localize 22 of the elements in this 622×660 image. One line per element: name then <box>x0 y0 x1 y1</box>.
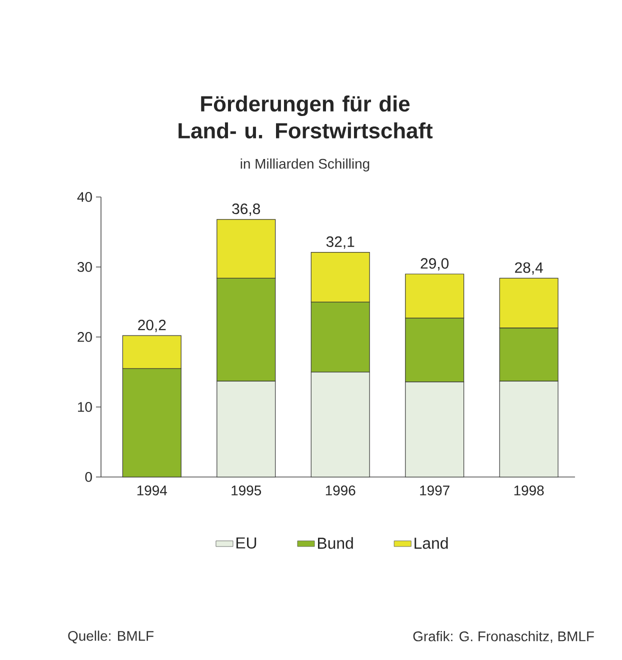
y-tick-label: 10 <box>78 402 92 412</box>
source-note: Quelle: BMLF <box>68 630 154 644</box>
y-tick-label: 30 <box>78 262 92 272</box>
text: Grafik: G. Fronaschitz, BMLF <box>413 631 594 643</box>
x-tick-label: 1998 <box>514 486 544 496</box>
total-label: 29,0 <box>420 258 449 270</box>
legend-label: Land <box>414 537 448 549</box>
x-tick-label: 1994 <box>137 486 167 496</box>
y-tick-label: 0 <box>85 472 92 482</box>
total-label: 20,2 <box>138 320 166 332</box>
total-label: 36,8 <box>232 204 260 216</box>
y-tick-label: 40 <box>77 192 92 202</box>
x-tick-label: 1997 <box>420 486 450 496</box>
legend-label: EU <box>236 537 256 549</box>
total-label: 28,4 <box>515 262 543 275</box>
y-tick-label: 20 <box>78 332 92 342</box>
chart-title: Förderungen für die Land- u. Forstwirtschaft <box>178 95 433 138</box>
total-label: 32,1 <box>326 236 354 249</box>
chart-subtitle: in Milliarden Schilling <box>240 158 370 172</box>
x-tick-label: 1995 <box>232 486 262 496</box>
x-tick-label: 1996 <box>326 486 356 496</box>
legend-label: Bund <box>318 537 353 549</box>
